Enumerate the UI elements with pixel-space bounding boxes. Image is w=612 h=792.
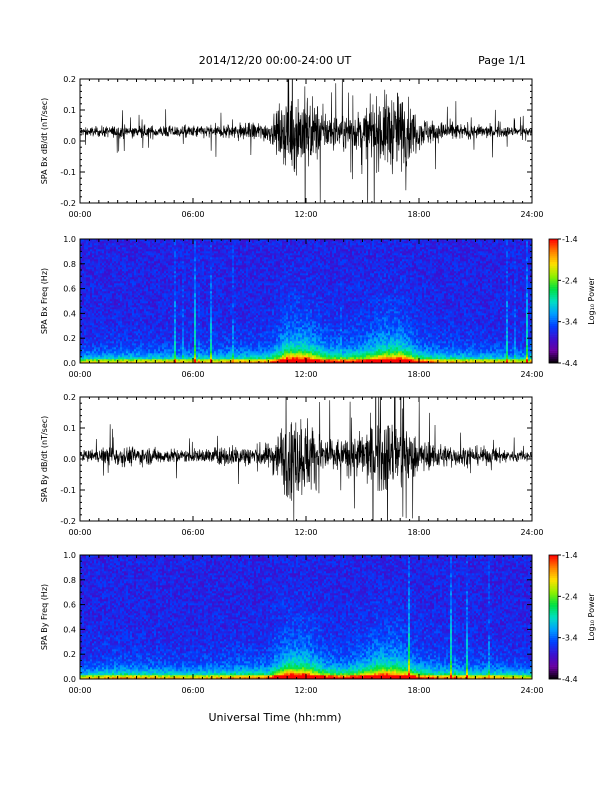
- y-tick-label: 0.4: [63, 309, 76, 318]
- y-tick-label: 1.0: [63, 551, 76, 560]
- y-axis-label: SPA Bx Freq (Hz): [40, 268, 49, 334]
- x-tick-label: 06:00: [181, 686, 204, 695]
- x-tick-label: 06:00: [181, 370, 204, 379]
- y-tick-label: -0.2: [60, 517, 76, 526]
- x-tick-label: 12:00: [294, 210, 317, 219]
- x-tick-label: 12:00: [294, 528, 317, 537]
- x-tick-label: 18:00: [407, 370, 430, 379]
- y-tick-label: -0.2: [60, 199, 76, 208]
- x-tick-label: 06:00: [181, 210, 204, 219]
- y-axis-label: SPA By Freq (Hz): [40, 584, 49, 650]
- y-tick-label: 0.2: [63, 650, 76, 659]
- x-tick-label: 24:00: [520, 210, 543, 219]
- colorbar-tick-label: -4.4: [562, 675, 578, 684]
- y-tick-label: 0.8: [63, 260, 76, 269]
- signal-trace: [80, 397, 532, 521]
- y-tick-label: -0.1: [60, 486, 76, 495]
- x-tick-label: 12:00: [294, 686, 317, 695]
- y-tick-label: 0.6: [63, 601, 76, 610]
- y-tick-label: -0.1: [60, 168, 76, 177]
- x-tick-label: 18:00: [407, 210, 430, 219]
- y-tick-label: 0.1: [63, 106, 76, 115]
- colorbar-tick-label: -3.4: [562, 318, 578, 327]
- y-axis-label: SPA By dB/dt (nT/sec): [40, 416, 49, 503]
- signal-trace: [80, 79, 532, 203]
- y-tick-label: 0.2: [63, 393, 76, 402]
- y-tick-label: 1.0: [63, 235, 76, 244]
- panel-3-time-series: 00:00 06:00 12:00 18:00 24:00 -0.2 -0.1 0.0 0.1 0…: [40, 393, 544, 537]
- y-axis-label: SPA Bx dB/dt (nT/sec): [40, 98, 49, 185]
- colorbar-tick-label: -1.4: [562, 235, 578, 244]
- panels: 00:00 06:00 12:00 18:00 24:00 -0.2 -0.1 0.0 0.1 0…: [40, 75, 596, 695]
- y-tick-label: 0.0: [63, 675, 76, 684]
- panel-1-time-series: 00:00 06:00 12:00 18:00 24:00 -0.2 -0.1 0.0 0.1 0…: [40, 75, 544, 219]
- y-tick-label: 0.8: [63, 576, 76, 585]
- x-tick-label: 12:00: [294, 370, 317, 379]
- x-tick-label: 24:00: [520, 686, 543, 695]
- plot-frame: [79, 78, 533, 204]
- y-tick-label: 0.0: [63, 359, 76, 368]
- x-tick-label: 00:00: [68, 370, 91, 379]
- x-axis-title: Universal Time (hh:mm): [209, 711, 342, 724]
- colorbar-frame: [548, 238, 559, 364]
- page-title: 2014/12/20 00:00-24:00 UT: [199, 54, 352, 67]
- x-tick-label: 00:00: [68, 528, 91, 537]
- x-tick-label: 18:00: [407, 528, 430, 537]
- colorbar-tick-label: -4.4: [562, 359, 578, 368]
- x-tick-label: 18:00: [407, 686, 430, 695]
- x-tick-label: 24:00: [520, 528, 543, 537]
- colorbar-tick-label: -3.4: [562, 634, 578, 643]
- x-tick-label: 06:00: [181, 528, 204, 537]
- y-tick-label: 0.2: [63, 334, 76, 343]
- colorbar-label: Log₁₀ Power: [587, 593, 596, 641]
- x-tick-label: 00:00: [68, 210, 91, 219]
- colorbar-tick-label: -2.4: [562, 592, 578, 601]
- colorbar-frame: [548, 554, 559, 680]
- y-tick-label: 0.6: [63, 285, 76, 294]
- colorbar-tick-label: -1.4: [562, 551, 578, 560]
- y-tick-label: 0.4: [63, 625, 76, 634]
- page-number: Page 1/1: [478, 54, 526, 67]
- x-tick-label: 00:00: [68, 686, 91, 695]
- panel-2-spectrogram: -1.4 -2.4 -3.4 -4.4 Log₁₀ Power 00:00 06:00 12:…: [40, 235, 596, 379]
- y-tick-label: 0.2: [63, 75, 76, 84]
- y-tick-label: 0.1: [63, 424, 76, 433]
- spectrogram: [80, 555, 533, 680]
- colorbar: -1.4 -2.4 -3.4 -4.4 Log₁₀ Power: [548, 551, 596, 684]
- spectrogram: [80, 239, 533, 364]
- colorbar-label: Log₁₀ Power: [587, 277, 596, 325]
- colorbar-tick-label: -2.4: [562, 276, 578, 285]
- y-tick-label: 0.0: [63, 455, 76, 464]
- y-tick-label: 0.0: [63, 137, 76, 146]
- panel-4-spectrogram: -1.4 -2.4 -3.4 -4.4 Log₁₀ Power 00:00 06:00 12:…: [40, 551, 596, 695]
- x-tick-label: 24:00: [520, 370, 543, 379]
- colorbar: -1.4 -2.4 -3.4 -4.4 Log₁₀ Power: [548, 235, 596, 368]
